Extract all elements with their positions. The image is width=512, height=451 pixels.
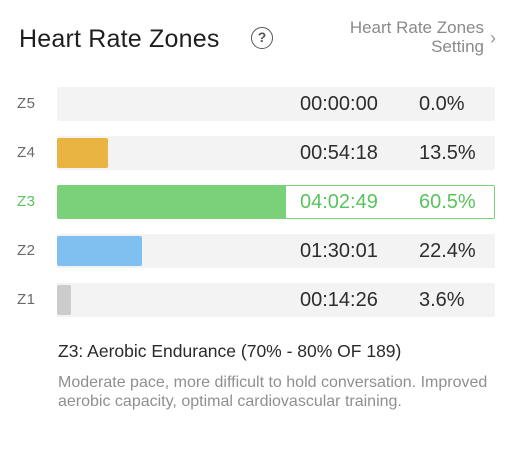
zone-row-z5[interactable]: Z5 00:00:00 0.0% bbox=[0, 87, 512, 121]
zone-time: 01:30:01 bbox=[300, 240, 378, 262]
zone-description-body: Moderate pace, more difficult to hold co… bbox=[58, 374, 488, 410]
zone-label: Z3 bbox=[17, 193, 36, 210]
question-circle-icon[interactable]: ? bbox=[251, 27, 273, 49]
zone-fill-z1 bbox=[57, 285, 71, 315]
zone-label: Z5 bbox=[17, 95, 36, 112]
header: Heart Rate Zones ? Heart Rate Zones Sett… bbox=[0, 0, 512, 72]
zone-track bbox=[57, 136, 495, 170]
zone-row-z2[interactable]: Z2 01:30:01 22.4% bbox=[0, 234, 512, 268]
zone-label: Z1 bbox=[17, 291, 36, 308]
zone-track bbox=[57, 283, 495, 317]
zone-time: 00:00:00 bbox=[300, 93, 378, 115]
zone-percent: 60.5% bbox=[419, 191, 476, 213]
zone-time: 00:54:18 bbox=[300, 142, 378, 164]
zone-fill-z2 bbox=[57, 236, 142, 266]
zone-track bbox=[57, 87, 495, 121]
zone-row-z4[interactable]: Z4 00:54:18 13.5% bbox=[0, 136, 512, 170]
zone-percent: 3.6% bbox=[419, 289, 465, 311]
zone-row-z1[interactable]: Z1 00:14:26 3.6% bbox=[0, 283, 512, 317]
zone-percent: 13.5% bbox=[419, 142, 476, 164]
zones-setting-link[interactable]: Heart Rate Zones Setting bbox=[350, 18, 484, 56]
zone-percent: 22.4% bbox=[419, 240, 476, 262]
setting-link-line1: Heart Rate Zones bbox=[349, 18, 484, 37]
zone-fill-z3 bbox=[57, 185, 286, 219]
zone-label: Z2 bbox=[17, 242, 36, 259]
setting-link-line2: Setting bbox=[431, 37, 484, 56]
page-title: Heart Rate Zones bbox=[19, 25, 220, 53]
zone-description-title: Z3: Aerobic Endurance (70% - 80% OF 189) bbox=[58, 341, 402, 361]
zone-time: 04:02:49 bbox=[300, 191, 378, 213]
zone-fill-z4 bbox=[57, 138, 108, 168]
chevron-right-icon[interactable]: › bbox=[490, 28, 496, 48]
zone-time: 00:14:26 bbox=[300, 289, 378, 311]
zone-percent: 0.0% bbox=[419, 93, 465, 115]
zone-label: Z4 bbox=[17, 144, 36, 161]
zone-row-z3[interactable]: Z3 04:02:49 60.5% bbox=[0, 185, 512, 219]
